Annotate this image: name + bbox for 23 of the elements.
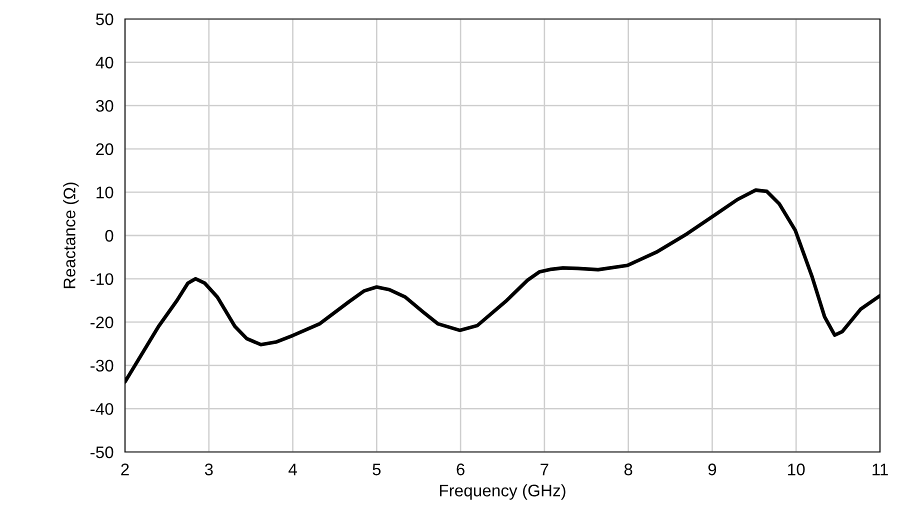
x-tick-label: 10: [788, 464, 805, 476]
x-tick-label: 2: [121, 464, 129, 476]
x-tick-label: 5: [372, 464, 381, 476]
y-tick-label: 50: [96, 13, 114, 26]
x-tick-label: 6: [456, 464, 464, 476]
x-tick-label: 11: [872, 464, 888, 476]
y-tick-label: 40: [96, 56, 114, 69]
y-tick-label: 20: [96, 143, 114, 156]
x-tick-label: 8: [624, 464, 632, 476]
y-tick-label: 10: [96, 186, 114, 198]
x-axis-title: Frequency (GHz): [440, 484, 566, 500]
y-tick-label: -50: [90, 446, 114, 458]
y-tick-label: -20: [90, 316, 114, 328]
x-tick-label: 9: [708, 464, 716, 476]
y-tick-label: -30: [90, 360, 114, 372]
x-tick-label: 3: [204, 464, 213, 476]
y-tick-label: 30: [96, 100, 114, 112]
x-tick-label: 7: [540, 464, 548, 476]
y-tick-label: 0: [105, 230, 114, 242]
y-tick-label: -10: [90, 273, 114, 286]
y-axis-title: Reactance (Ω): [63, 182, 79, 288]
x-tick-label: 4: [288, 464, 297, 476]
y-tick-label: -40: [90, 403, 114, 415]
